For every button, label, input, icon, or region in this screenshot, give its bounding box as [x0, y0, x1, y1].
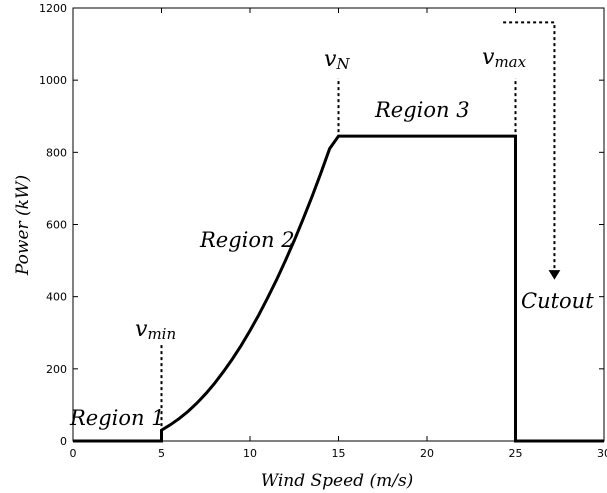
- y-tick-label: 400: [46, 291, 67, 304]
- x-tick-label: 30: [597, 447, 607, 460]
- x-tick-label: 25: [509, 447, 523, 460]
- y-tick-label: 1200: [39, 2, 67, 15]
- x-axis-label: Wind Speed (m/s): [261, 471, 414, 491]
- x-tick-label: 5: [158, 447, 165, 460]
- v-min-label: vmin: [135, 317, 176, 343]
- y-axis-label: Power (kW): [13, 175, 33, 276]
- v-n-label: vN: [324, 47, 350, 73]
- x-tick-label: 0: [70, 447, 77, 460]
- tick-marks: 0 5 10 15 20 25 30 0 200 400 600 800 1000 1200: [39, 2, 607, 460]
- y-tick-label: 0: [60, 435, 67, 448]
- cutout-arrow-line: [503, 21, 556, 273]
- v-max-sub: max: [494, 53, 526, 71]
- cutout-label: Cutout: [521, 289, 594, 313]
- y-tick-label: 200: [46, 363, 67, 376]
- x-tick-label: 10: [243, 447, 257, 460]
- v-n-base: v: [324, 47, 337, 72]
- x-tick-label: 15: [332, 447, 346, 460]
- y-tick-label: 600: [46, 219, 67, 232]
- power-curve-line: [73, 134, 604, 443]
- v-min-sub: min: [147, 325, 176, 343]
- y-tick-label: 1000: [39, 74, 67, 87]
- v-max-base: v: [482, 45, 495, 70]
- v-min-base: v: [135, 317, 148, 342]
- v-n-sub: N: [335, 55, 350, 73]
- y-tick-label: 800: [46, 146, 67, 159]
- x-tick-label: 20: [420, 447, 434, 460]
- region-1-label: Region 1: [69, 406, 165, 430]
- chart-marks: [73, 21, 604, 443]
- region-2-label: Region 2: [199, 228, 295, 252]
- cutout-arrowhead: [548, 270, 561, 280]
- v-max-label: vmax: [482, 45, 527, 71]
- region-3-label: Region 3: [374, 98, 470, 122]
